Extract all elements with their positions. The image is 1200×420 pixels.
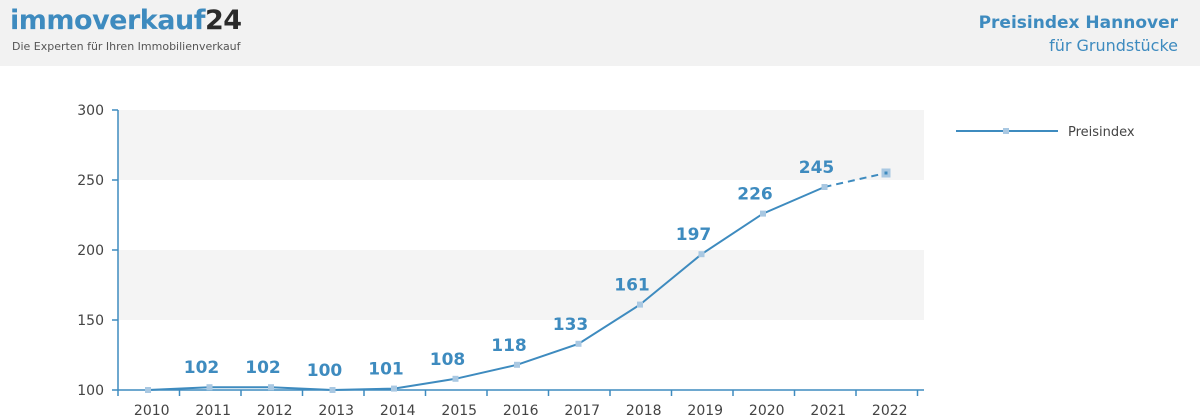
x-tick-label: 2011 [195, 403, 231, 419]
x-tick-label: 2020 [749, 403, 785, 419]
data-point [268, 384, 274, 391]
data-label: 101 [368, 360, 404, 380]
data-label: 197 [676, 225, 712, 245]
x-tick-label: 2017 [564, 403, 600, 419]
data-label: 245 [799, 158, 835, 178]
series-line-preisindex [147, 186, 825, 392]
data-label: 133 [553, 315, 589, 335]
data-point [329, 387, 336, 393]
x-tick-label: 2018 [626, 403, 662, 419]
data-label: 226 [737, 185, 773, 205]
data-point [637, 301, 643, 308]
y-tick-label: 150 [77, 313, 104, 329]
x-tick-label: 2013 [318, 403, 354, 419]
brand-tagline: Die Experten für Ihren Immobilienverkauf [12, 40, 241, 53]
data-label: 108 [430, 350, 466, 370]
x-tick-label: 2016 [503, 403, 539, 419]
data-label: 102 [245, 358, 281, 378]
chart-title: Preisindex Hannover [978, 13, 1178, 33]
data-point [760, 210, 766, 217]
logo-number: 24 [204, 5, 242, 36]
data-label: 118 [491, 336, 527, 356]
y-tick-label: 300 [77, 103, 104, 119]
data-label: 100 [307, 361, 343, 381]
x-tick-label: 2021 [810, 403, 846, 419]
header-bar: immoverkauf24 Die Experten für Ihren Imm… [0, 0, 1200, 66]
data-point [821, 184, 828, 190]
y-tick-label: 100 [77, 383, 104, 399]
x-tick-label: 2019 [687, 403, 723, 419]
brand-logo[interactable]: immoverkauf24 [10, 6, 242, 36]
x-tick-label: 2012 [257, 403, 293, 419]
chart-subtitle: für Grundstücke [1049, 36, 1178, 55]
data-label: 161 [614, 276, 650, 296]
legend-marker [1003, 128, 1009, 134]
y-tick-label: 200 [77, 243, 104, 259]
data-point-center [884, 171, 888, 175]
series-line-projection [824, 172, 887, 188]
grid-band [118, 110, 924, 180]
data-point [206, 384, 213, 391]
y-tick-label: 250 [77, 173, 104, 189]
x-tick-label: 2015 [441, 403, 477, 419]
data-point [391, 385, 397, 392]
x-tick-label: 2014 [380, 403, 416, 419]
logo-text: immoverkauf [10, 5, 205, 36]
data-label: 102 [184, 358, 220, 378]
legend-label: Preisindex [1068, 125, 1135, 140]
data-point [452, 375, 459, 382]
data-point [514, 361, 520, 368]
grid-band [118, 250, 924, 320]
data-point [698, 251, 705, 258]
x-tick-label: 2010 [134, 403, 170, 419]
data-point [575, 340, 582, 347]
x-tick-label: 2022 [872, 403, 908, 419]
data-point [145, 387, 151, 393]
